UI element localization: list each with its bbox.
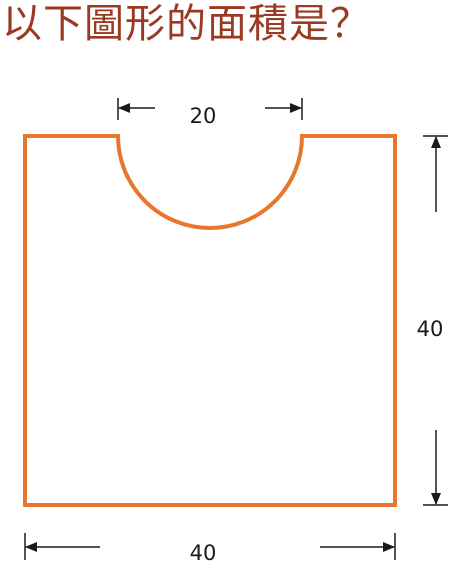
question-title: 以下圖形的面積是？	[2, 1, 371, 47]
top-dimension: 20	[117, 98, 303, 128]
bottom-dimension: 40	[24, 533, 396, 564]
top-dimension-label: 20	[190, 104, 217, 128]
right-dimension-label: 40	[417, 317, 444, 341]
right-dimension: 40	[417, 135, 448, 506]
notched-square-shape	[23, 134, 397, 507]
bottom-dimension-label: 40	[190, 541, 217, 564]
